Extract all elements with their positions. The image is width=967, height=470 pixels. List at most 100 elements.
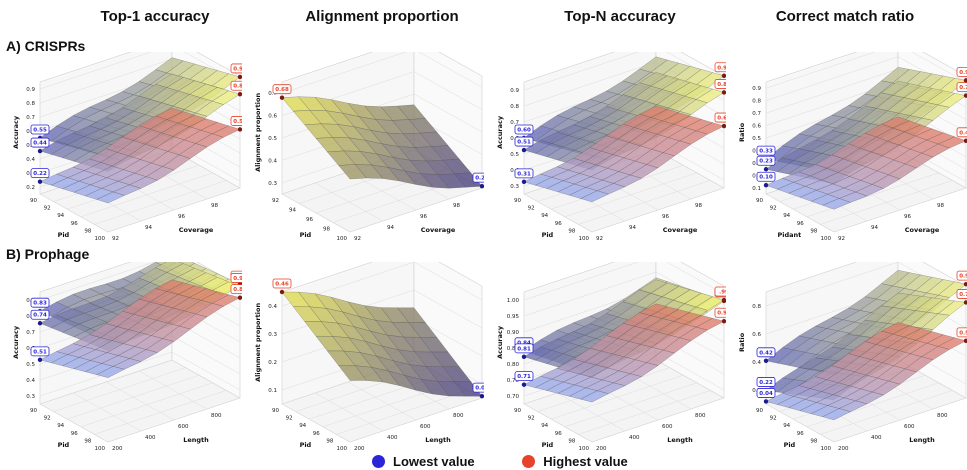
z-tick-label: 0.7 (26, 115, 35, 121)
x-tick-label: 90 (30, 408, 37, 414)
z-tick-label: 0.5 (26, 362, 35, 368)
column-title-topn: Top-N accuracy (564, 8, 676, 25)
y-axis-label: Length (425, 436, 451, 444)
y-tick-label: 98 (937, 203, 944, 209)
highest-marker (963, 93, 967, 98)
z-tick-label: 0.6 (268, 114, 277, 120)
lowest-value-box (30, 168, 50, 179)
z-tick-label: 0.95 (507, 314, 520, 320)
z-tick-label: 0.7 (510, 120, 519, 126)
column-title-alignment: Alignment proportion (305, 8, 459, 25)
lowest-value-label: 0.44 (33, 141, 47, 147)
highest-marker (237, 74, 242, 80)
z-tick-label: 0.4 (26, 378, 35, 384)
z-tick-label: 0.7 (268, 91, 277, 97)
x-tick-label: 100 (337, 446, 348, 452)
highest-value-box (272, 84, 292, 95)
x-tick-label: 90 (756, 408, 763, 414)
z-tick-label: 0.8 (510, 104, 519, 110)
z-tick-label: 0.2 (26, 185, 35, 191)
lowest-value-label: 0.51 (33, 349, 47, 355)
y-tick-label: 200 (596, 446, 607, 452)
y-axis-label: Length (183, 436, 209, 444)
x-axis-label: Pid (784, 441, 796, 449)
y-axis-label: Length (909, 436, 935, 444)
y-tick-label: 800 (211, 413, 222, 419)
highest-marker (237, 92, 242, 97)
y-tick-label: 92 (112, 236, 119, 242)
chart-panel-prophage-topn: 0.70 0.75 0.80 0.85 0.90 0.95 1.00 90 92 94 96 98 10… (496, 262, 726, 452)
z-tick-label: 0.5 (752, 136, 761, 142)
highest-value-label: 0.73 (959, 292, 967, 298)
x-tick-label: 100 (579, 236, 590, 242)
surface-species (523, 105, 725, 203)
z-axis-label: Accuracy (496, 115, 504, 149)
x-tick-label: 96 (797, 431, 804, 437)
highest-marker (963, 78, 967, 83)
x-tick-label: 92 (528, 206, 535, 212)
z-tick-label: 0.90 (507, 330, 520, 336)
legend-item-highest: Highest value (522, 454, 628, 469)
y-gridline (523, 403, 593, 443)
y-tick-label: 600 (420, 424, 431, 430)
highest-marker (963, 138, 967, 144)
x-axis-label: Pidant (778, 231, 802, 239)
x-tick-label: 92 (272, 198, 279, 204)
y-gridline (171, 359, 241, 399)
y-tick-label: 400 (629, 435, 640, 441)
highest-value-label: 0.93 (233, 66, 242, 72)
highest-value-box (230, 273, 242, 283)
chart-panel-prophage-alignment: 0.10.20.30.49092949698100200400600800100… (254, 262, 484, 452)
x-axis-label: Pid (58, 231, 70, 239)
chart-panel-prophage-top1: 0.30.40.50.60.70.80.99092949698100200400… (12, 262, 242, 452)
x-tick-label: 92 (770, 416, 777, 422)
lowest-value-box (514, 343, 534, 354)
y-tick-label: 94 (629, 225, 636, 231)
chart-panel-crisprs-alignment: 0.30.40.50.60.79294969810092949698100Ali… (254, 52, 484, 242)
lowest-marker (521, 179, 527, 185)
y-gridline (314, 392, 384, 432)
x-tick-label: 98 (568, 438, 575, 444)
lowest-value-label: 0.81 (517, 346, 531, 352)
x-tick-label: 92 (286, 416, 293, 422)
y-axis-label: Coverage (421, 226, 456, 234)
z-tick-label: 0.4 (26, 157, 35, 163)
lowest-value-box (756, 171, 776, 182)
lowest-value-box (472, 172, 484, 183)
y-tick-label: 800 (453, 413, 464, 419)
legend-item-lowest: Lowest value (372, 454, 475, 469)
highest-value-box (714, 307, 726, 318)
lowest-marker (521, 382, 527, 387)
y-gridline (39, 403, 109, 443)
x-tick-label: 96 (555, 221, 562, 227)
z-tick-label: 0.4 (752, 360, 761, 366)
z-gridline (39, 52, 241, 90)
z-gridline (281, 52, 483, 94)
y-tick-label: 96 (904, 214, 911, 220)
surface-species (39, 107, 241, 204)
highest-value-label: 0.42 (959, 130, 967, 136)
x-tick-label: 96 (313, 431, 320, 437)
highest-marker (963, 281, 967, 287)
surface-main (281, 96, 483, 189)
highest-marker (721, 297, 726, 303)
y-gridline (523, 193, 593, 233)
highest-value-label: 0.50 (959, 330, 967, 336)
lowest-value-label: 0.22 (33, 171, 47, 177)
lowest-value-box (472, 382, 484, 393)
y-gridline (39, 193, 109, 233)
y-gridline (105, 381, 175, 421)
y-gridline (72, 392, 142, 432)
lowest-value-box (756, 377, 776, 387)
y-tick-label: 600 (662, 424, 673, 430)
y-gridline (655, 359, 725, 399)
lowest-marker (763, 183, 769, 188)
lowest-value-box (30, 297, 50, 308)
x-axis-label: Pid (58, 441, 70, 449)
y-tick-label: 400 (145, 435, 156, 441)
lowest-marker (479, 183, 484, 189)
y-tick-label: 92 (838, 236, 845, 242)
y-tick-label: 92 (354, 236, 361, 242)
lowest-value-label: 0.23 (759, 159, 773, 165)
highest-marker (721, 73, 726, 78)
